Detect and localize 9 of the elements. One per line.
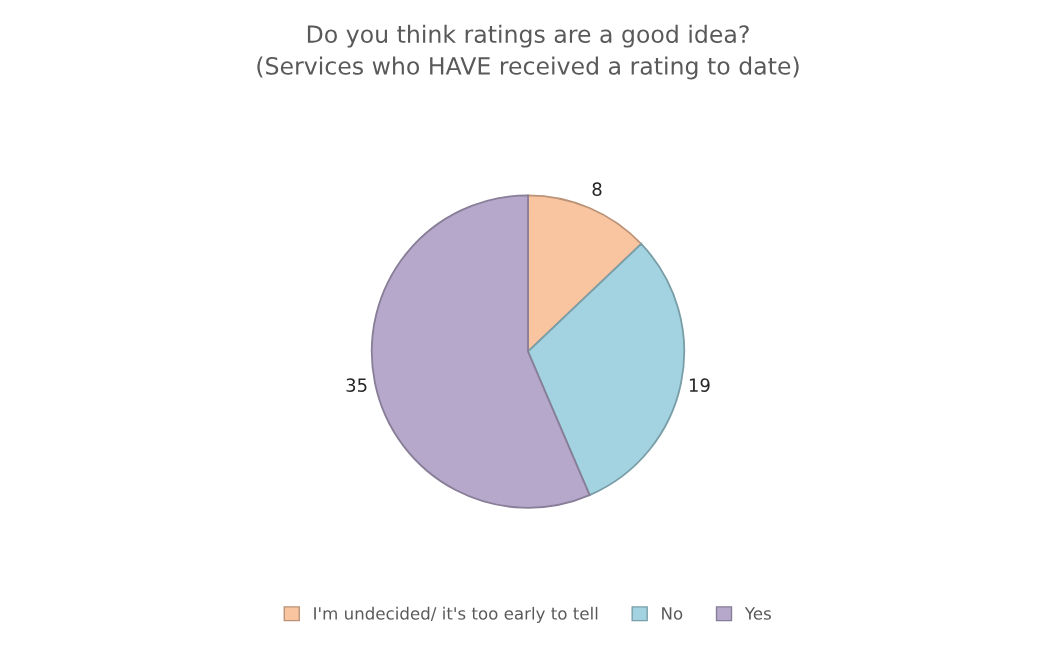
pie-slice xyxy=(527,242,686,497)
data-label: 8 xyxy=(592,182,602,196)
legend-label: Yes xyxy=(744,607,771,620)
data-label: 35 xyxy=(346,378,367,392)
data-label: 19 xyxy=(689,378,710,392)
pie-slice xyxy=(370,194,591,509)
chart-title: Do you think ratings are a good idea? (Services who HAVE received a rating to date) xyxy=(257,24,799,80)
legend-label: No xyxy=(662,607,683,620)
legend-label: I'm undecided/ it's too early to tell xyxy=(314,606,598,623)
